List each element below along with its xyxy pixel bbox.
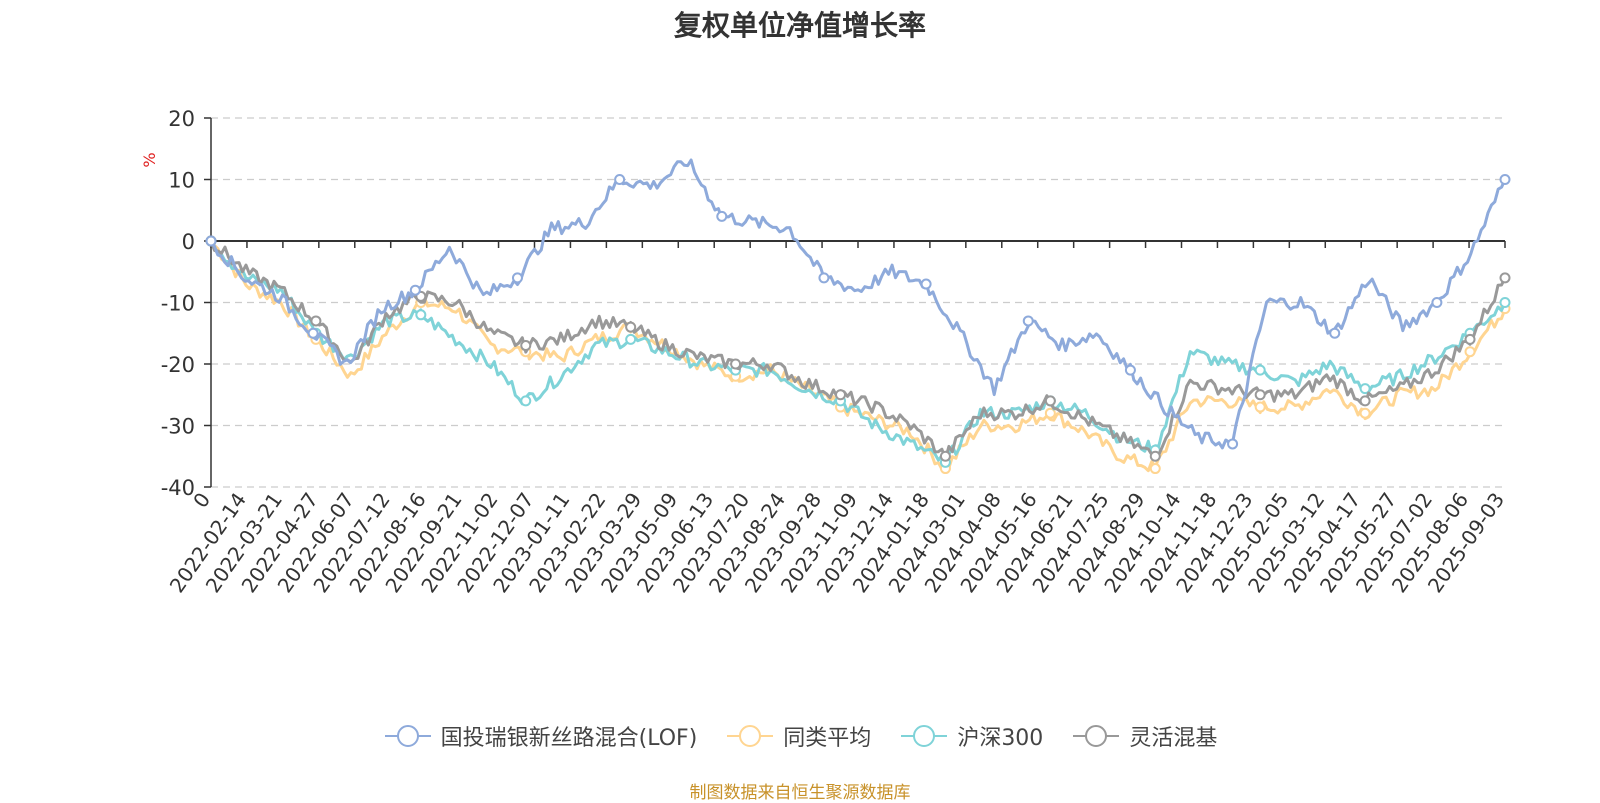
legend-item[interactable]: 沪深300 [899, 720, 1043, 752]
legend-item[interactable]: 国投瑞银新丝路混合(LOF) [383, 720, 698, 752]
data-point [1359, 395, 1371, 407]
data-point [730, 358, 742, 370]
data-point [1464, 346, 1476, 358]
data-point [1149, 463, 1161, 475]
data-point [1359, 407, 1371, 419]
legend-label: 国投瑞银新丝路混合(LOF) [440, 726, 698, 751]
data-point [1464, 333, 1476, 345]
series-line [209, 158, 1507, 450]
data-point [1254, 401, 1266, 413]
series-line [209, 240, 1507, 462]
data-point [1499, 297, 1511, 308]
series-line [209, 240, 1507, 473]
data-point [1227, 438, 1239, 450]
y-tick-label: 10 [168, 169, 195, 193]
legend-item[interactable]: 同类平均 [725, 720, 871, 752]
data-point [1499, 272, 1511, 284]
legend-marker-icon [727, 725, 774, 747]
legend-item[interactable]: 灵活混基 [1071, 720, 1217, 752]
data-point [716, 210, 728, 222]
data-point [1329, 327, 1341, 339]
data-point [939, 450, 951, 462]
data-point [520, 340, 532, 352]
data-point [310, 315, 322, 327]
legend-label: 沪深300 [957, 726, 1044, 751]
data-point [1044, 407, 1056, 419]
data-point [1149, 450, 1161, 462]
x-tick-label: 0 [188, 488, 215, 512]
legend-marker-icon [384, 725, 431, 747]
data-point [1431, 297, 1443, 308]
legend: 国投瑞银新丝路混合(LOF) 同类平均 沪深300 灵活混基 [0, 720, 1600, 752]
y-tick-label: 0 [182, 230, 195, 254]
data-point [415, 309, 427, 321]
line-chart: 20100-10-20-30-40%02022-02-142022-03-212… [140, 107, 1511, 597]
chart-title: 复权单位净值增长率 [673, 9, 926, 42]
legend-marker-icon [1073, 725, 1120, 747]
data-point [1044, 395, 1056, 407]
data-point [920, 278, 932, 290]
y-tick-label: -20 [161, 353, 195, 377]
data-point [1254, 364, 1266, 376]
y-tick-label: -30 [161, 415, 195, 439]
data-point [511, 272, 523, 284]
legend-label: 同类平均 [783, 726, 872, 751]
y-axis-label: % [140, 152, 159, 167]
data-point [818, 272, 830, 284]
data-point [625, 321, 637, 333]
legend-label: 灵活混基 [1129, 726, 1218, 751]
data-point [1124, 364, 1136, 376]
series-line [209, 240, 1507, 461]
data-point [409, 284, 421, 296]
data-point [625, 333, 637, 345]
data-point [520, 395, 532, 407]
data-point [1022, 315, 1034, 327]
data-point [1254, 389, 1266, 401]
source-note: 制图数据来自恒生聚源数据库 [689, 783, 911, 803]
data-point [835, 389, 847, 401]
data-point [307, 327, 319, 339]
data-point [205, 235, 217, 247]
data-point [1499, 174, 1511, 185]
data-point [1359, 383, 1371, 395]
legend-marker-icon [901, 725, 948, 747]
y-tick-label: 20 [168, 107, 195, 131]
data-point [614, 174, 626, 185]
y-tick-label: -10 [161, 292, 195, 316]
y-tick-label: -40 [161, 476, 195, 500]
